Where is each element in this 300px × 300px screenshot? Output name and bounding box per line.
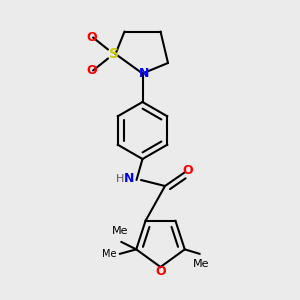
Text: H: H	[116, 173, 124, 184]
Text: O: O	[86, 64, 97, 77]
Text: N: N	[124, 172, 134, 185]
Text: N: N	[139, 67, 149, 80]
Text: O: O	[182, 164, 193, 177]
Text: Me: Me	[112, 226, 128, 236]
Text: O: O	[155, 265, 166, 278]
Text: O: O	[86, 31, 97, 44]
Text: Me: Me	[193, 259, 209, 269]
Text: Me: Me	[102, 249, 117, 259]
Text: S: S	[109, 47, 119, 61]
